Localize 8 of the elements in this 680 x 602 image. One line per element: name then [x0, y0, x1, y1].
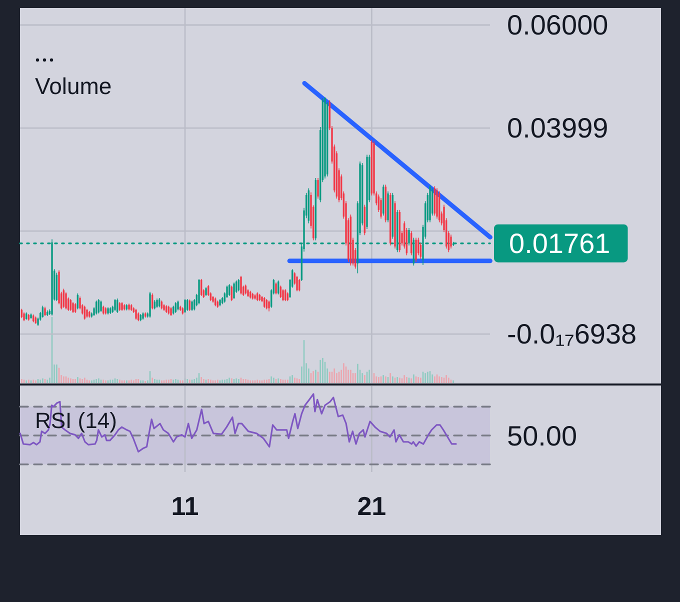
y-tick-label: 0.03999 [507, 112, 608, 144]
x-tick-label: 11 [171, 491, 199, 521]
y-tick-label: -0.0₁₇6938 [507, 318, 637, 350]
ref-line-label: 0.01761 [509, 228, 610, 259]
annotation: 50.00 [507, 420, 578, 452]
chart-title: Volume [35, 73, 112, 99]
y-tick-label: 0.06000 [507, 10, 608, 40]
x-tick-label: 21 [357, 491, 386, 521]
